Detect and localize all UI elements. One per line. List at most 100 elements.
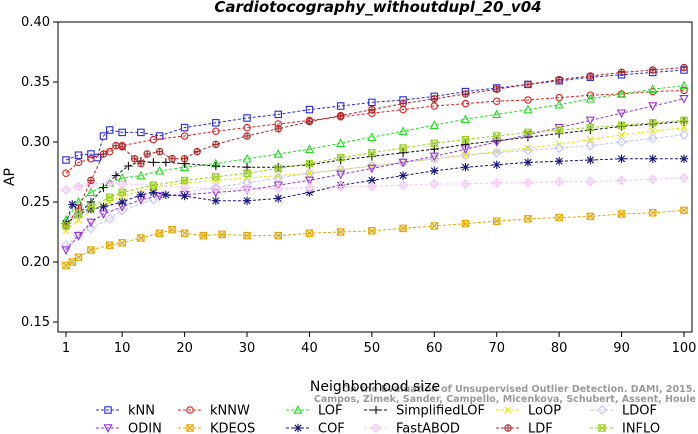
legend-marker [598, 424, 606, 432]
legend-marker [371, 423, 381, 433]
data-point-knn [74, 151, 83, 159]
data-point-simplifiedlof [86, 197, 96, 207]
data-point-cof [242, 196, 252, 205]
data-point-knn [105, 126, 114, 134]
data-point-odin [61, 246, 71, 255]
data-point-odin [616, 109, 627, 119]
data-point-fastabod [398, 180, 409, 191]
data-point-cof [99, 202, 108, 211]
series-line-kdeos [65, 209, 685, 267]
data-point-ldof [85, 223, 96, 234]
data-point-kdeos [430, 222, 439, 230]
data-point-ldf [143, 150, 151, 158]
data-point-lof [679, 80, 689, 90]
data-point-fastabod [242, 183, 253, 194]
data-point-ldof [460, 150, 471, 161]
y-tick-label: 0.15 [21, 315, 50, 330]
data-point-lof [336, 138, 346, 147]
data-point-inflo [62, 222, 70, 230]
data-point-ldof [679, 129, 689, 140]
data-point-knn [137, 128, 145, 137]
legend: kNN kNNW LOF SimplifiedLOF LoOP LDOF ODIN KDEOS… [96, 404, 660, 434]
legend-marker [104, 406, 112, 414]
data-point-odin [679, 95, 689, 104]
legend-label: kNNW [210, 404, 250, 419]
data-point-kdeos [68, 258, 76, 266]
data-point-lof [492, 109, 502, 119]
data-point-kdeos [180, 229, 189, 237]
data-point-knn [305, 105, 314, 114]
x-tick-label: 100 [672, 341, 697, 356]
data-point-inflo [149, 181, 158, 189]
data-point-cof [679, 154, 689, 163]
data-point-knn [243, 114, 251, 122]
data-point-ldf [680, 63, 688, 72]
data-point-ldf [492, 85, 501, 93]
legend-label: KDEOS [210, 422, 255, 434]
data-point-odin [304, 176, 315, 186]
data-point-simplifiedlof [99, 183, 108, 192]
data-point-knnw [87, 155, 95, 163]
data-point-ldof [117, 205, 128, 216]
data-point-fastabod [679, 173, 689, 183]
data-point-cof [211, 196, 221, 205]
y-tick-label: 0.20 [21, 255, 50, 270]
data-point-knnw [212, 127, 220, 135]
data-point-ldof [647, 133, 658, 144]
data-point-ldof [554, 143, 565, 153]
x-tick-label: 50 [364, 341, 381, 356]
data-point-ldof [148, 194, 159, 205]
data-point-kdeos [218, 230, 226, 239]
data-point-odin [86, 218, 96, 228]
data-point-kdeos [399, 224, 407, 233]
legend-label: LDOF [622, 404, 657, 419]
data-point-knn [99, 132, 108, 140]
series-layer [61, 63, 689, 270]
data-point-ldof [585, 140, 596, 151]
data-point-cof [461, 163, 470, 172]
data-point-lof [429, 120, 439, 129]
legend-item-loop: LoOP [496, 404, 561, 419]
data-point-inflo [274, 164, 282, 173]
y-axis: 0.15 0.20 0.25 0.30 0.35 0.40 [21, 15, 58, 330]
data-point-ldf [87, 176, 95, 185]
data-point-inflo [105, 193, 114, 201]
data-point-ldf [461, 90, 470, 98]
data-point-fastabod [210, 183, 221, 194]
data-point-fastabod [335, 181, 346, 192]
data-point-loop [649, 127, 657, 135]
data-point-loop [586, 136, 594, 144]
data-point-cof [161, 190, 171, 199]
legend-label: LoOP [528, 404, 561, 419]
data-point-inflo [586, 123, 595, 132]
data-point-ldf [555, 75, 563, 84]
data-point-cof [492, 160, 501, 169]
series-fastabod [61, 173, 689, 195]
data-point-ldf [155, 147, 164, 156]
data-point-inflo [461, 135, 470, 144]
data-point-kdeos [492, 217, 501, 225]
data-point-cof [430, 166, 439, 175]
data-point-kdeos [87, 246, 95, 254]
data-point-cof [136, 190, 146, 199]
data-point-cof [586, 155, 595, 165]
series-line-ldf [65, 67, 685, 227]
data-point-simplifiedlof [161, 158, 171, 167]
legend-item-ldof: LDOF [590, 404, 657, 419]
legend-label: INFLO [622, 422, 660, 434]
x-tick-label: 40 [301, 341, 318, 356]
data-point-ldf [118, 143, 126, 151]
data-point-inflo [87, 203, 95, 211]
data-point-ldf [168, 155, 176, 163]
x-tick-label: 60 [426, 341, 443, 356]
data-point-kdeos [336, 228, 345, 236]
legend-item-inflo: INFLO [590, 422, 660, 434]
data-point-ldf [193, 147, 201, 156]
data-point-inflo [492, 132, 501, 140]
data-point-cof [523, 158, 533, 167]
data-point-knn [368, 98, 376, 107]
plot-frame [57, 21, 693, 333]
data-point-lof [179, 162, 190, 171]
legend-item-ldf: LDF [496, 422, 553, 434]
